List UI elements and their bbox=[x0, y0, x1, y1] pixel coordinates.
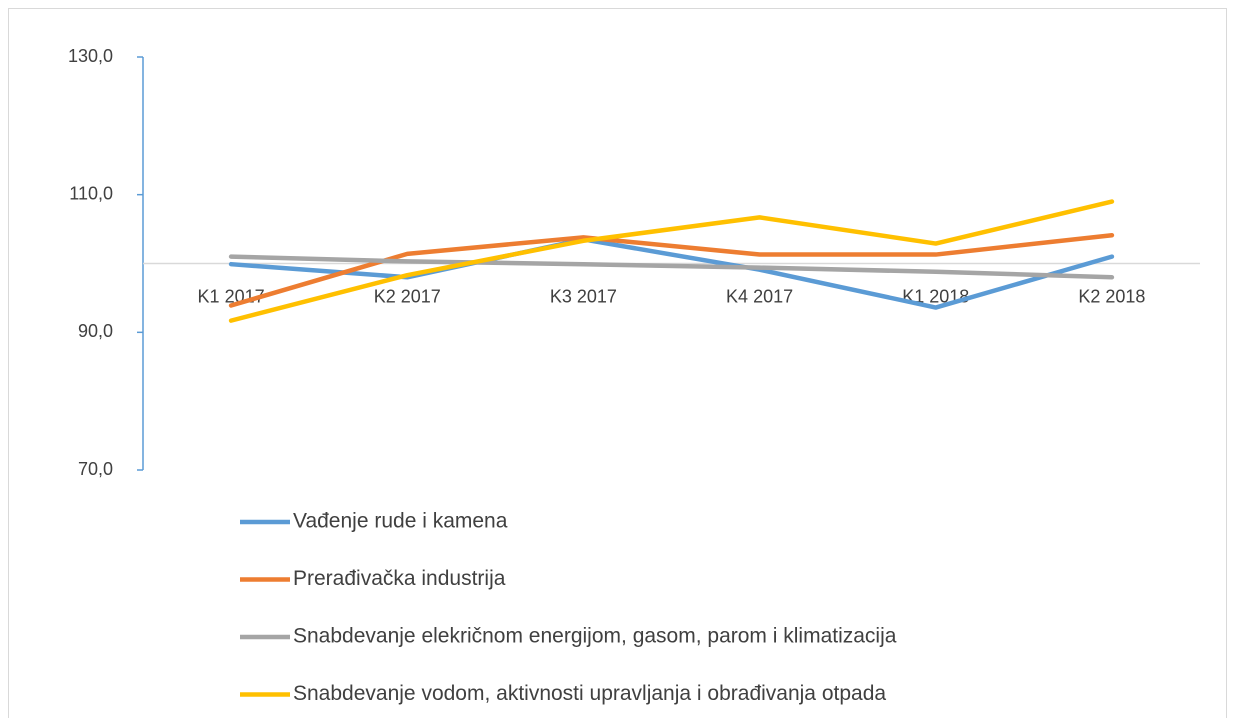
x-tick-label: K2 2018 bbox=[1078, 286, 1145, 306]
y-tick-label: 110,0 bbox=[69, 183, 113, 203]
legend-label: Snabdevanje elekričnom energijom, gasom,… bbox=[293, 625, 897, 648]
legend-label: Snabdevanje vodom, aktivnosti upravljanj… bbox=[293, 682, 886, 705]
x-tick-label: K3 2017 bbox=[550, 286, 617, 306]
x-tick-label: K2 2017 bbox=[374, 286, 441, 306]
y-tick-label: 130,0 bbox=[68, 46, 113, 66]
series-line bbox=[228, 254, 1115, 280]
y-tick-label: 90,0 bbox=[78, 321, 113, 341]
chart-frame bbox=[8, 8, 1227, 718]
series-line bbox=[228, 237, 1115, 310]
y-tick-label: 70,0 bbox=[78, 459, 113, 479]
legend-label: Vađenje rude i kamena bbox=[293, 510, 508, 533]
x-tick-label: K4 2017 bbox=[726, 286, 793, 306]
series-line bbox=[228, 199, 1115, 323]
legend-label: Prerađivačka industrija bbox=[293, 567, 506, 590]
